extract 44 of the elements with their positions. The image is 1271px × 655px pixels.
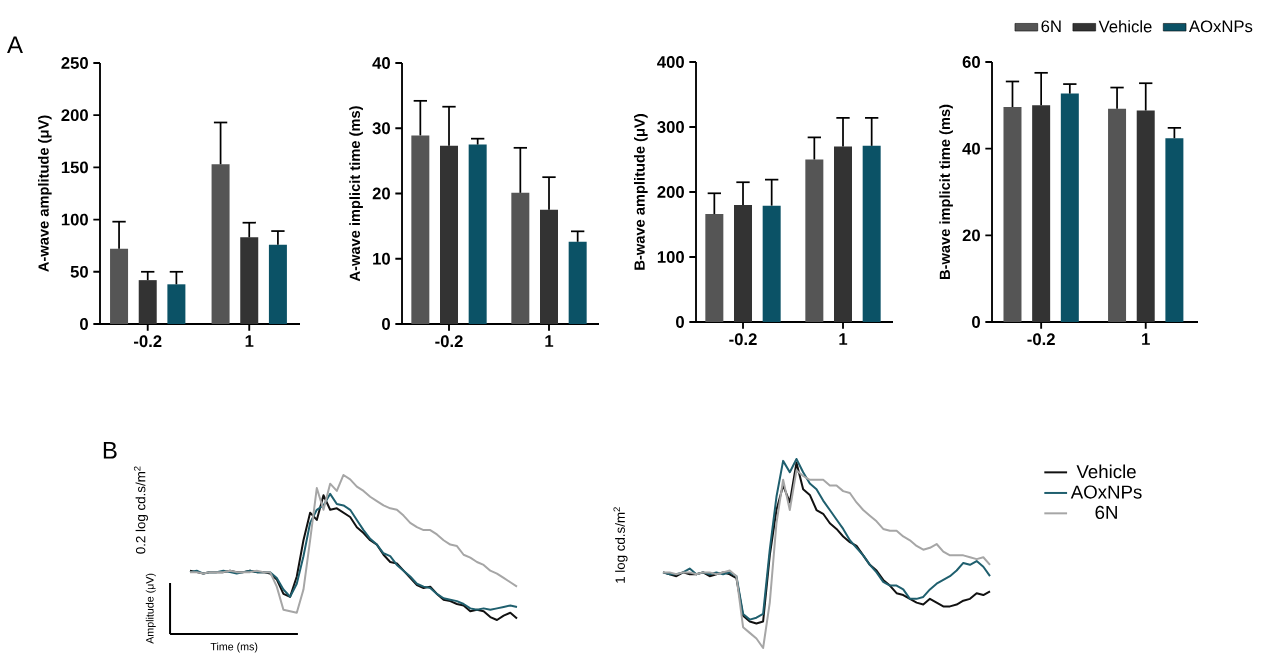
y-axis-title: A-wave implicit time (ms) — [349, 106, 363, 282]
y-axis-title: Amplitude (μV) — [145, 573, 156, 644]
y-tick-label: 20 — [372, 187, 390, 200]
y-tick-label: 0 — [972, 316, 980, 328]
y-axis-title: B-wave amplitude (μV) — [634, 114, 648, 270]
y-tick-label: 10 — [373, 252, 390, 265]
legend-label: Vehicle — [1076, 464, 1136, 479]
x-axis-title: Time (ms) — [210, 642, 258, 653]
y-tick-label: 250 — [61, 57, 88, 69]
legend-label: 6N — [1041, 20, 1061, 33]
y-tick-label: 60 — [962, 56, 980, 68]
y-tick-label: 0 — [382, 318, 390, 330]
legend-label: AOxNPs — [1189, 20, 1253, 33]
x-tick-label: 1 — [245, 335, 254, 347]
legend-label: Vehicle — [1098, 20, 1152, 33]
y-tick-label: 40 — [962, 142, 980, 155]
x-tick-label: -0.2 — [134, 335, 162, 348]
y-tick-label: 200 — [657, 186, 684, 198]
y-tick-label: 20 — [962, 229, 980, 242]
y-tick-label: 0 — [80, 318, 88, 330]
y-tick-label: 40 — [372, 57, 390, 69]
y-tick-label: 100 — [61, 213, 88, 226]
text: 0.2 log cd.s/m$^{2}$ — [133, 466, 149, 554]
y-tick-label: 400 — [657, 56, 684, 68]
text: B — [103, 442, 117, 459]
text: A — [7, 36, 23, 53]
y-tick-label: 200 — [61, 109, 88, 122]
y-axis-title: B-wave implicit time (ms) — [939, 104, 953, 280]
y-tick-label: 0 — [676, 316, 684, 328]
y-tick-label: 30 — [372, 122, 390, 135]
y-tick-label: 50 — [70, 265, 88, 278]
x-tick-label: -0.2 — [1027, 333, 1055, 346]
x-tick-label: -0.2 — [435, 335, 463, 348]
y-tick-label: 150 — [61, 161, 88, 174]
y-axis-title: A-wave amplitude (μV) — [38, 115, 52, 272]
legend-label: 6N — [1095, 505, 1117, 520]
x-tick-label: 1 — [839, 333, 848, 345]
x-tick-label: 1 — [545, 335, 554, 347]
x-tick-label: -0.2 — [729, 333, 757, 346]
legend-label: AOxNPs — [1070, 485, 1142, 499]
y-tick-label: 300 — [657, 121, 684, 133]
text: 1 log cd.s/m$^{2}$ — [613, 507, 628, 583]
y-tick-label: 100 — [657, 251, 684, 263]
x-tick-label: 1 — [1142, 333, 1150, 345]
